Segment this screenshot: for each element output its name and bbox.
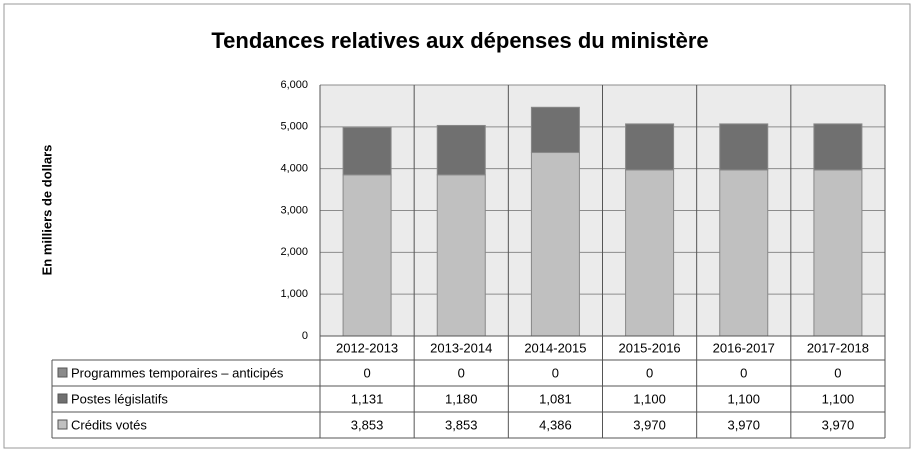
x-tick-label: 2017-2018 xyxy=(807,340,869,355)
table-value: 0 xyxy=(834,365,841,380)
legend-label: Crédits votés xyxy=(71,417,147,432)
table-value: 0 xyxy=(646,365,653,380)
y-tick-label: 5,000 xyxy=(280,121,308,133)
y-tick-label: 3,000 xyxy=(280,204,308,216)
legend-swatch xyxy=(57,419,68,430)
bar-segment xyxy=(342,127,392,176)
table-value: 1,100 xyxy=(727,391,760,406)
bar-segment xyxy=(813,123,863,171)
table-value: 0 xyxy=(363,365,370,380)
table-value: 1,100 xyxy=(822,391,855,406)
bar-segment xyxy=(625,123,675,171)
table-value: 1,180 xyxy=(445,391,478,406)
table-value: 3,970 xyxy=(633,417,666,432)
legend-label: Programmes temporaires – anticipés xyxy=(71,365,284,380)
table-value: 0 xyxy=(458,365,465,380)
y-tick-label: 4,000 xyxy=(280,163,308,175)
legend-swatch xyxy=(57,393,68,404)
bar-segment xyxy=(719,123,769,171)
y-tick-label: 2,000 xyxy=(280,246,308,258)
y-tick-label: 6,000 xyxy=(280,79,308,91)
y-tick-label: 0 xyxy=(302,330,308,342)
y-tick-label: 1,000 xyxy=(280,288,308,300)
bar-segment xyxy=(342,174,392,337)
chart-title: Tendances relatives aux dépenses du mini… xyxy=(211,28,708,53)
legend-swatch xyxy=(57,367,68,378)
table-value: 3,853 xyxy=(445,417,478,432)
table-value: 1,081 xyxy=(539,391,572,406)
x-tick-label: 2014-2015 xyxy=(524,340,586,355)
table-value: 1,131 xyxy=(351,391,384,406)
legend-label: Postes législatifs xyxy=(71,391,168,406)
bar-segment xyxy=(530,106,580,154)
table-value: 1,100 xyxy=(633,391,666,406)
table-value: 0 xyxy=(740,365,747,380)
table-value: 0 xyxy=(552,365,559,380)
x-tick-label: 2016-2017 xyxy=(713,340,775,355)
y-axis-label: En milliers de dollars xyxy=(39,145,54,276)
x-tick-label: 2012-2013 xyxy=(336,340,398,355)
table-value: 3,970 xyxy=(727,417,760,432)
table-value: 3,853 xyxy=(351,417,384,432)
bar-segment xyxy=(719,169,769,337)
bar-segment xyxy=(530,152,580,337)
table-value: 4,386 xyxy=(539,417,572,432)
bar-segment xyxy=(436,124,486,176)
x-tick-label: 2013-2014 xyxy=(430,340,492,355)
bar-segment xyxy=(813,169,863,337)
bar-segment xyxy=(436,174,486,337)
x-tick-label: 2015-2016 xyxy=(618,340,680,355)
bar-segment xyxy=(625,169,675,337)
table-value: 3,970 xyxy=(822,417,855,432)
